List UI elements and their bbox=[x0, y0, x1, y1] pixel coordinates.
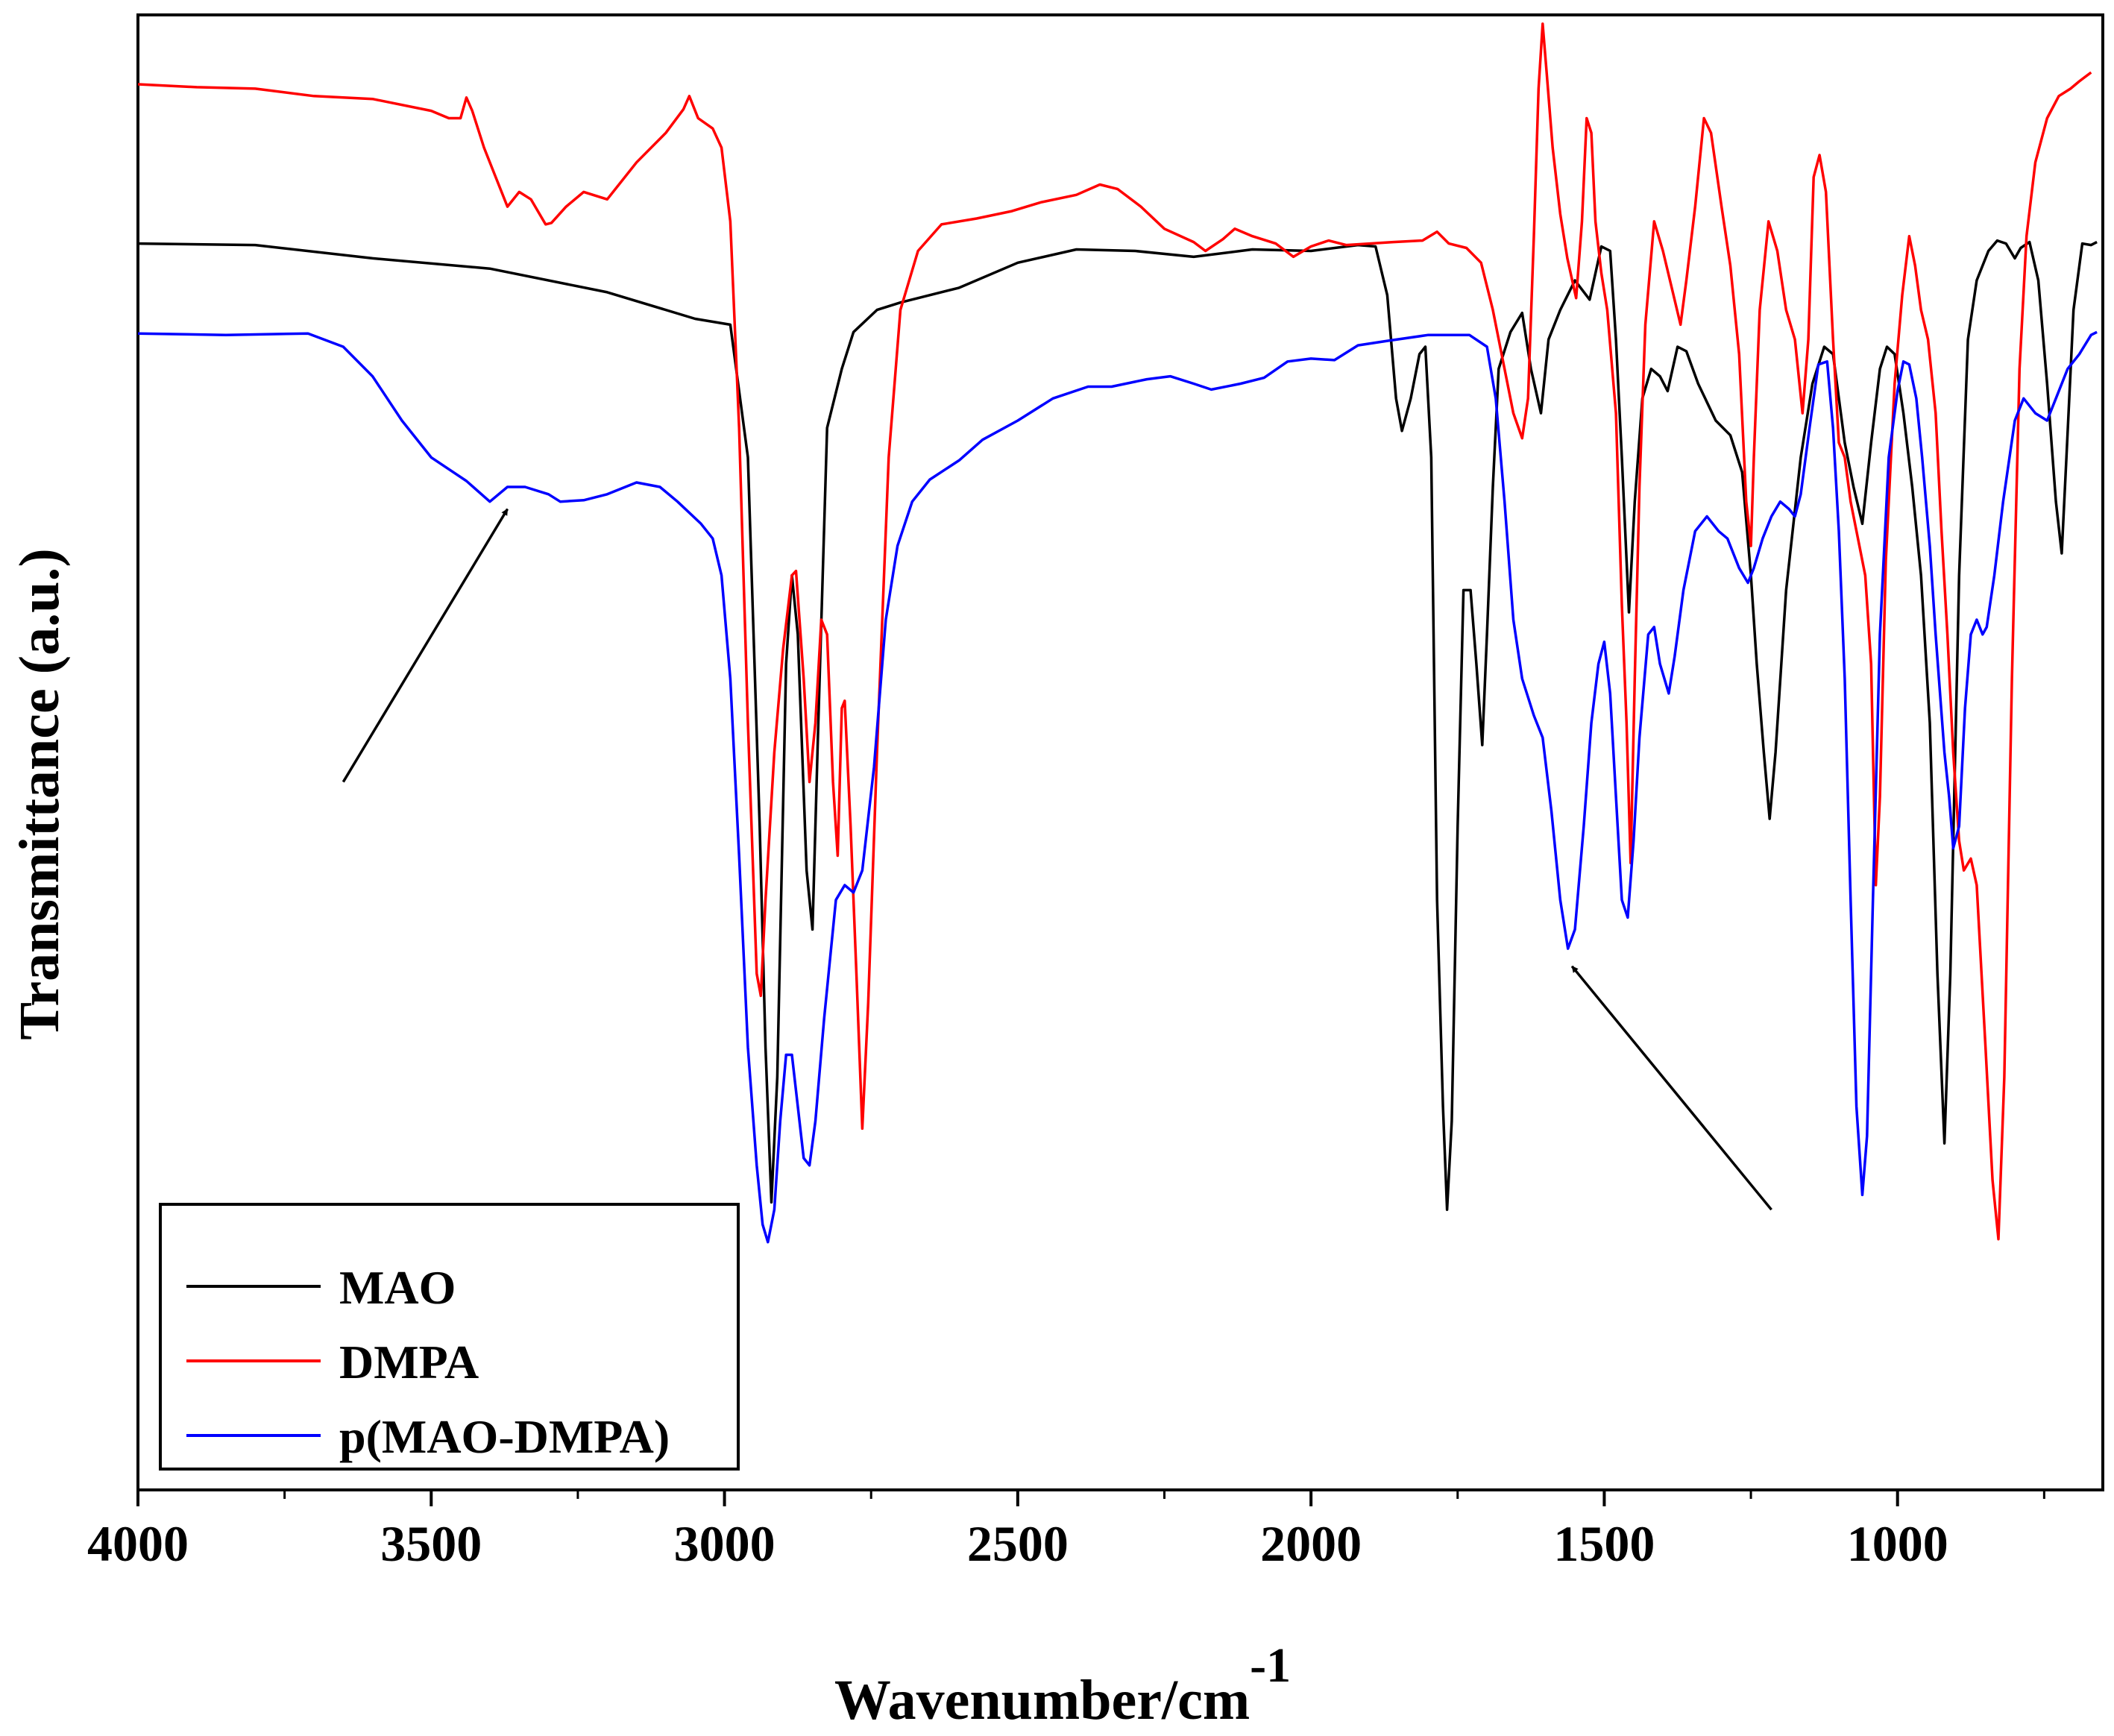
x-tick-label: 3500 bbox=[380, 1515, 482, 1572]
x-axis-title-text: Wavenumber/cm bbox=[834, 1669, 1250, 1732]
legend-box bbox=[159, 1203, 740, 1471]
annotation-layer bbox=[342, 508, 1772, 1211]
x-axis-title-superscript: -1 bbox=[1250, 1638, 1291, 1693]
annotation-arrow bbox=[1570, 965, 1772, 1211]
series-layer bbox=[137, 22, 2098, 1244]
x-tick-label: 3000 bbox=[674, 1515, 776, 1572]
legend-label-dmpa: DMPA bbox=[339, 1336, 479, 1389]
x-tick-label: 1000 bbox=[1847, 1515, 1948, 1572]
x-tick-label: 1500 bbox=[1553, 1515, 1655, 1572]
y-axis-title: Transmittance (a.u.) bbox=[8, 548, 71, 1040]
series-line-dmpa bbox=[137, 22, 2092, 1241]
x-axis-ticks: 4000 3500 3000 2500 2000 1500 1000 bbox=[87, 1490, 2045, 1572]
series-line-mao bbox=[137, 239, 2098, 1211]
x-tick-label: 2500 bbox=[967, 1515, 1069, 1572]
legend-label-mao: MAO bbox=[339, 1261, 456, 1314]
x-axis-title: Wavenumber/cm-1 bbox=[834, 1638, 1291, 1732]
annotation-arrow bbox=[342, 508, 509, 783]
plot-frame bbox=[136, 13, 2104, 1491]
series-line-p-mao-dmpa bbox=[137, 330, 2098, 1244]
x-tick-label: 4000 bbox=[87, 1515, 189, 1572]
legend: MAO DMPA p(MAO-DMPA) bbox=[159, 1203, 740, 1471]
legend-label-p-mao-dmpa: p(MAO-DMPA) bbox=[339, 1410, 670, 1463]
x-tick-label: 2000 bbox=[1260, 1515, 1362, 1572]
